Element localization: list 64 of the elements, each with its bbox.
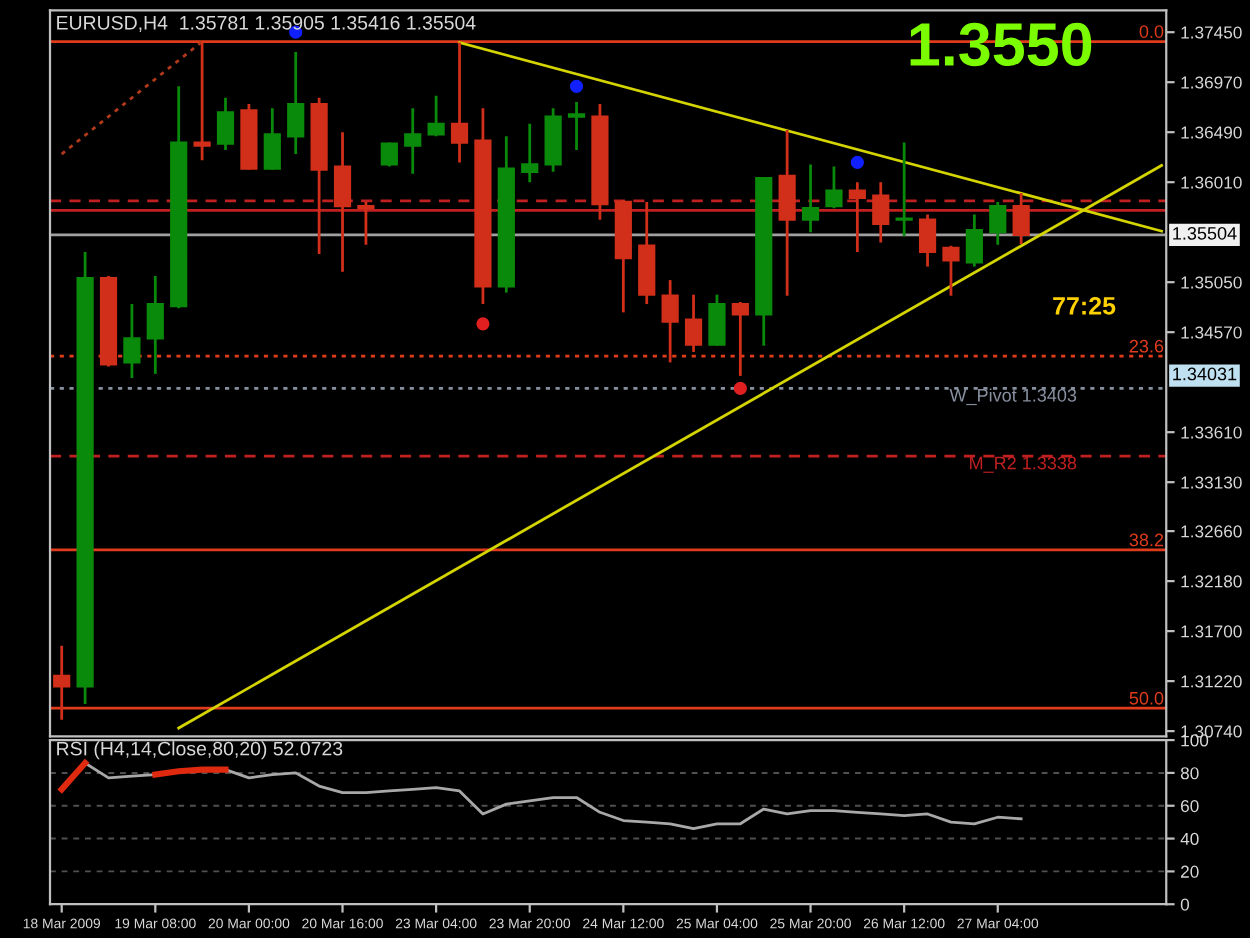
candlestick [521,122,539,184]
candlestick [357,200,375,247]
candlestick [146,274,164,376]
y-tick-label: 60 [1181,799,1199,813]
y-tick-label: 1.37450 [1181,26,1242,39]
ref-line-label: M_R2 1.3338 [970,456,1077,473]
candlestick [778,128,796,298]
candlestick [661,278,679,364]
candlestick [731,300,749,378]
y-tick-label: 40 [1180,832,1199,845]
chart-title: RSI (H4,14,Close,80,20) 52.0723 [57,741,343,760]
y-tick-label: 1.33130 [1181,476,1242,489]
candlestick [404,106,422,176]
annotation: 77:25 [1053,296,1116,315]
candlestick [333,130,352,274]
candlestick [544,106,562,174]
candlestick [965,213,983,268]
chart-title: EURUSD,H4 1.35781 1.35905 1.35416 1.35504 [57,15,476,32]
y-tick-label: 1.31700 [1181,625,1242,638]
candlestick [918,213,937,268]
annotation: 50.0 [1129,691,1164,705]
y-tick-label: 1.36010 [1181,176,1242,189]
candlestick [567,100,586,152]
candlestick [263,106,281,172]
candlestick [825,165,843,210]
candlestick [848,180,866,254]
text: 1.34031 [1173,367,1237,381]
y-tick-label: 1.30740 [1181,725,1242,738]
point [733,381,747,396]
point [850,155,864,169]
annotation: 0.0 [1139,25,1164,38]
candlestick [427,94,445,138]
candlestick [450,41,469,164]
y-tick-label: 1.32180 [1181,575,1242,588]
candlestick [942,244,960,298]
y-tick-label: 1.33610 [1181,426,1242,439]
y-tick-label: 1.36970 [1181,76,1242,89]
candlestick [193,41,211,162]
annotation: 23.6 [1129,339,1164,353]
candlestick [989,200,1007,247]
point [569,79,584,93]
candlestick [708,293,726,348]
candlestick [1012,191,1030,246]
y-tick-label: 20 [1181,865,1199,878]
candlestick [123,302,141,380]
candlestick [287,50,305,156]
annotation: 1.35504 [1173,226,1237,240]
y-tick-label: 1.32660 [1181,525,1242,538]
y-tick-label: 1.34570 [1181,326,1242,339]
candlestick [895,141,913,238]
y-tick-label: 1.35050 [1181,276,1242,289]
y-tick-label: 1.31220 [1181,675,1242,688]
candlestick [53,644,71,722]
point [476,317,490,331]
candlestick [216,96,235,152]
y-tick-label: 0 [1180,898,1190,911]
y-tick-label: 1.36490 [1181,126,1242,139]
ref-line-label: W_Pivot 1.3403 [949,388,1077,406]
line-series [83,761,1023,831]
annotation: 38.2 [1129,533,1164,547]
candlestick [684,293,703,354]
candlestick [801,163,820,234]
y-tick-label: 80 [1180,767,1199,780]
candlestick [872,180,890,244]
